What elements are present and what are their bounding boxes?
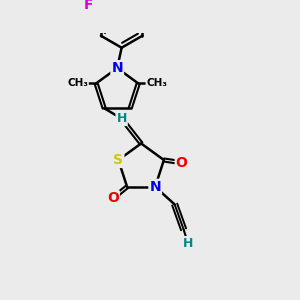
Text: H: H [116, 112, 127, 125]
Text: H: H [183, 237, 193, 250]
Text: F: F [84, 0, 93, 12]
Text: O: O [107, 191, 119, 205]
Text: N: N [149, 180, 161, 194]
Text: CH₃: CH₃ [67, 78, 88, 88]
Text: N: N [111, 61, 123, 75]
Text: CH₃: CH₃ [146, 78, 167, 88]
Text: S: S [113, 153, 123, 167]
Text: O: O [176, 156, 188, 170]
